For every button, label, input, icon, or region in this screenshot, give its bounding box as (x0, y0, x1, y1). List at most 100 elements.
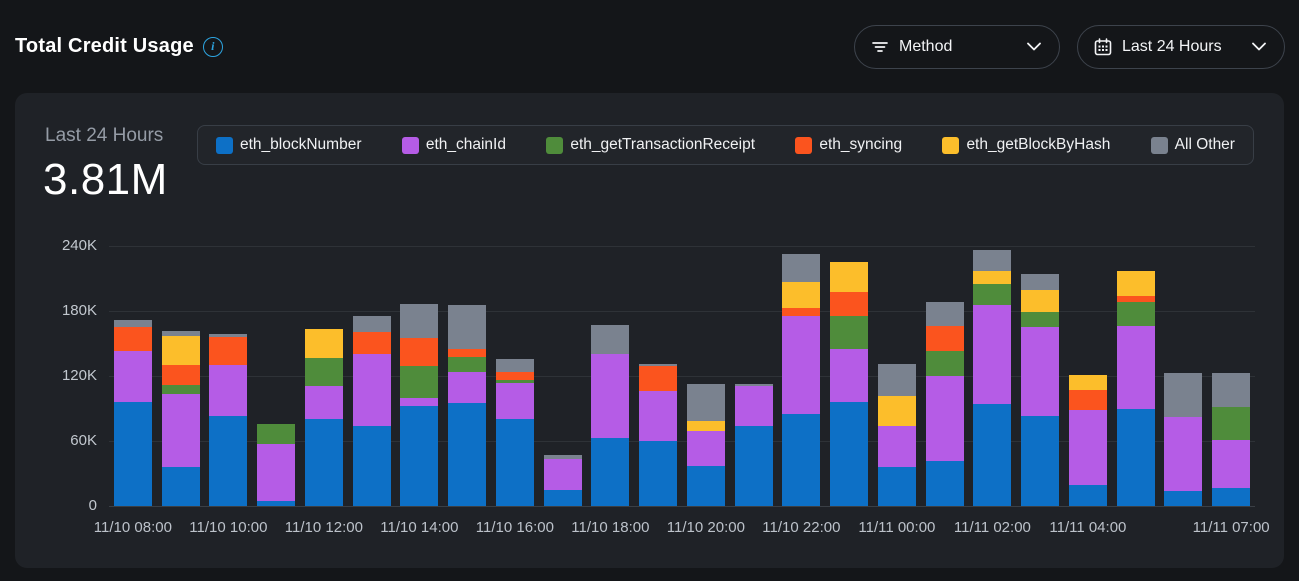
bar-11-10-20-00[interactable] (686, 383, 725, 506)
bar-11-11-02-00[interactable] (973, 250, 1012, 506)
segment-eth_getTransactionReceipt[interactable] (1021, 312, 1060, 328)
segment-eth_getBlockByHash[interactable] (877, 395, 916, 426)
bar-11-10-11-00[interactable] (257, 423, 296, 506)
segment-eth_syncing[interactable] (830, 291, 869, 317)
segment-eth_blockNumber[interactable] (352, 425, 391, 506)
segment-eth_chainId[interactable] (973, 304, 1012, 405)
legend-item-eth_syncing[interactable]: eth_syncing (795, 136, 902, 154)
segment-eth_blockNumber[interactable] (161, 467, 200, 506)
segment-eth_blockNumber[interactable] (209, 416, 248, 506)
segment-eth_chainId[interactable] (1021, 327, 1060, 417)
segment-eth_getBlockByHash[interactable] (1021, 290, 1060, 313)
bar-11-10-09-00[interactable] (161, 330, 200, 506)
segment-eth_blockNumber[interactable] (495, 419, 534, 506)
segment-eth_getTransactionReceipt[interactable] (973, 283, 1012, 305)
segment-eth_getTransactionReceipt[interactable] (304, 357, 343, 386)
segment-eth_getBlockByHash[interactable] (304, 329, 343, 358)
segment-eth_getTransactionReceipt[interactable] (925, 351, 964, 376)
bar-11-10-08-00[interactable] (113, 319, 152, 506)
segment-eth_getTransactionReceipt[interactable] (1116, 302, 1155, 327)
segment-All Other[interactable] (973, 250, 1012, 271)
segment-All Other[interactable] (877, 364, 916, 396)
bar-11-10-21-00[interactable] (734, 383, 773, 506)
segment-All Other[interactable] (400, 304, 439, 339)
segment-eth_getBlockByHash[interactable] (1116, 271, 1155, 296)
bar-11-11-03-00[interactable] (1021, 274, 1060, 506)
segment-eth_syncing[interactable] (639, 366, 678, 392)
bar-11-10-19-00[interactable] (639, 364, 678, 506)
segment-eth_blockNumber[interactable] (1021, 416, 1060, 506)
segment-All Other[interactable] (591, 325, 630, 355)
segment-eth_chainId[interactable] (543, 459, 582, 490)
segment-eth_blockNumber[interactable] (257, 500, 296, 506)
segment-eth_syncing[interactable] (161, 365, 200, 385)
segment-All Other[interactable] (925, 302, 964, 327)
segment-eth_getBlockByHash[interactable] (782, 281, 821, 308)
segment-eth_getBlockByHash[interactable] (161, 335, 200, 366)
segment-All Other[interactable] (113, 319, 152, 328)
segment-eth_chainId[interactable] (1212, 439, 1251, 488)
segment-eth_getTransactionReceipt[interactable] (830, 316, 869, 349)
segment-eth_chainId[interactable] (304, 385, 343, 420)
segment-All Other[interactable] (782, 253, 821, 282)
segment-eth_syncing[interactable] (400, 338, 439, 367)
segment-eth_chainId[interactable] (1068, 409, 1107, 486)
bar-11-10-23-00[interactable] (830, 262, 869, 506)
segment-eth_syncing[interactable] (1116, 295, 1155, 303)
bar-11-10-10-00[interactable] (209, 333, 248, 506)
segment-eth_syncing[interactable] (113, 327, 152, 352)
bar-11-10-16-00[interactable] (495, 358, 534, 506)
segment-eth_blockNumber[interactable] (400, 406, 439, 506)
bar-11-10-13-00[interactable] (352, 316, 391, 506)
segment-eth_blockNumber[interactable] (925, 460, 964, 506)
segment-eth_syncing[interactable] (1068, 390, 1107, 410)
segment-All Other[interactable] (209, 333, 248, 338)
bar-11-11-07-00[interactable] (1212, 372, 1251, 506)
segment-eth_blockNumber[interactable] (734, 425, 773, 506)
segment-eth_blockNumber[interactable] (1164, 490, 1203, 506)
segment-eth_getTransactionReceipt[interactable] (448, 356, 487, 372)
bar-11-10-17-00[interactable] (543, 455, 582, 506)
segment-eth_blockNumber[interactable] (1068, 485, 1107, 506)
bar-11-11-06-00[interactable] (1164, 372, 1203, 506)
segment-eth_chainId[interactable] (161, 394, 200, 467)
time-range-dropdown[interactable]: Last 24 Hours (1077, 24, 1285, 69)
segment-All Other[interactable] (448, 304, 487, 349)
segment-eth_chainId[interactable] (448, 371, 487, 404)
segment-eth_getBlockByHash[interactable] (973, 270, 1012, 284)
segment-eth_blockNumber[interactable] (686, 465, 725, 506)
method-dropdown[interactable]: Method (854, 24, 1060, 69)
segment-eth_chainId[interactable] (686, 431, 725, 466)
segment-All Other[interactable] (352, 316, 391, 332)
segment-eth_chainId[interactable] (352, 354, 391, 426)
segment-eth_chainId[interactable] (400, 397, 439, 407)
segment-eth_chainId[interactable] (113, 351, 152, 402)
segment-All Other[interactable] (1164, 372, 1203, 418)
segment-eth_blockNumber[interactable] (591, 437, 630, 506)
segment-All Other[interactable] (161, 330, 200, 336)
segment-eth_syncing[interactable] (209, 337, 248, 366)
segment-All Other[interactable] (543, 455, 582, 460)
segment-All Other[interactable] (495, 358, 534, 372)
segment-eth_chainId[interactable] (1164, 417, 1203, 491)
segment-eth_blockNumber[interactable] (973, 404, 1012, 506)
bar-11-11-01-00[interactable] (925, 302, 964, 506)
segment-eth_getTransactionReceipt[interactable] (495, 380, 534, 383)
segment-eth_blockNumber[interactable] (113, 402, 152, 506)
segment-eth_getTransactionReceipt[interactable] (1212, 407, 1251, 440)
bar-11-10-12-00[interactable] (304, 329, 343, 506)
segment-eth_blockNumber[interactable] (448, 403, 487, 506)
bar-11-11-00-00[interactable] (877, 364, 916, 506)
segment-eth_chainId[interactable] (734, 385, 773, 426)
segment-eth_blockNumber[interactable] (1212, 487, 1251, 506)
segment-eth_blockNumber[interactable] (639, 441, 678, 506)
bar-11-10-15-00[interactable] (448, 304, 487, 506)
legend-item-eth_getBlockByHash[interactable]: eth_getBlockByHash (942, 136, 1110, 154)
segment-All Other[interactable] (686, 383, 725, 422)
segment-eth_chainId[interactable] (925, 376, 964, 461)
segment-eth_chainId[interactable] (782, 316, 821, 414)
bar-11-11-05-00[interactable] (1116, 271, 1155, 506)
segment-All Other[interactable] (1212, 372, 1251, 408)
info-icon[interactable]: i (202, 36, 223, 57)
segment-eth_syncing[interactable] (782, 307, 821, 317)
